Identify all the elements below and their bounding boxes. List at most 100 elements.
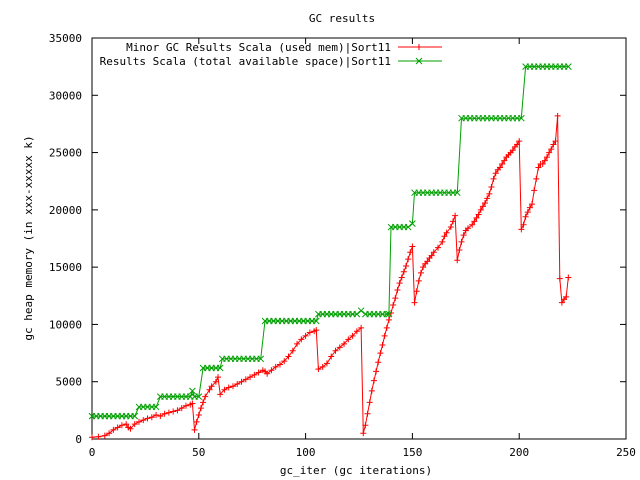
x-tick-label: 200 (509, 446, 529, 459)
data-point (424, 258, 431, 265)
x-tick-label: 250 (616, 446, 636, 459)
data-point (375, 359, 382, 366)
data-point (313, 327, 320, 334)
y-tick-label: 0 (75, 433, 82, 446)
data-point (364, 410, 371, 417)
data-point (257, 355, 265, 363)
data-point (558, 299, 565, 306)
data-point (289, 347, 296, 354)
data-point (189, 387, 196, 395)
data-point (400, 268, 407, 275)
data-point (488, 183, 495, 190)
data-point (341, 340, 348, 347)
y-axis-ticks: 0 5000 10000 15000 20000 25000 30000 35000 (49, 32, 626, 446)
data-point (285, 353, 292, 360)
series-group (88, 63, 572, 420)
data-point (405, 256, 412, 263)
data-point (404, 223, 412, 231)
series-group (89, 112, 572, 441)
chart-title: GC results (309, 12, 375, 25)
data-point (89, 434, 95, 441)
data-point (477, 206, 484, 213)
data-point (202, 393, 209, 400)
data-point (157, 413, 164, 420)
series-layer (88, 63, 572, 441)
data-point (517, 114, 525, 122)
data-point (170, 408, 177, 415)
data-point (475, 211, 482, 218)
data-point (144, 415, 151, 422)
data-point (564, 63, 572, 70)
data-point (447, 224, 454, 231)
data-point (417, 269, 424, 276)
data-point (360, 430, 367, 437)
data-point (449, 218, 456, 225)
data-point (543, 154, 550, 161)
data-point (212, 378, 219, 385)
data-point (358, 324, 365, 331)
data-point (381, 332, 388, 339)
data-point (195, 393, 203, 400)
data-point (114, 424, 121, 431)
y-tick-label: 5000 (56, 376, 83, 389)
data-point (396, 280, 403, 287)
data-point (460, 232, 467, 239)
data-point (529, 201, 536, 208)
data-point (390, 301, 397, 308)
data-point (509, 147, 516, 154)
data-point (251, 371, 258, 378)
data-point (131, 421, 138, 428)
data-point (383, 324, 390, 331)
data-point (153, 411, 160, 418)
data-point (272, 363, 279, 370)
data-point (182, 402, 189, 409)
data-point (452, 212, 459, 219)
data-point (208, 383, 215, 390)
data-point (193, 418, 200, 425)
data-point (550, 141, 557, 148)
data-point (229, 383, 236, 390)
data-point (195, 411, 202, 418)
data-point (385, 310, 393, 318)
legend: Minor GC Results Scala (used mem)|Sort11… (100, 41, 442, 68)
data-point (242, 376, 249, 383)
data-point (131, 412, 139, 420)
data-point (161, 410, 168, 417)
data-point (441, 233, 448, 240)
data-point (464, 225, 471, 232)
data-point (471, 218, 478, 225)
data-point (127, 425, 134, 432)
legend-label-total-space: Results Scala (total available space)|So… (100, 55, 391, 68)
data-point (490, 175, 497, 182)
data-point (281, 358, 288, 365)
data-point (435, 244, 442, 251)
data-point (420, 264, 427, 271)
data-point (379, 342, 386, 349)
data-point (200, 399, 207, 406)
x-axis-label: gc_iter (gc iterations) (280, 464, 432, 477)
data-point (302, 332, 309, 339)
data-point (377, 350, 384, 357)
data-point (535, 164, 542, 171)
data-point (533, 175, 540, 182)
data-point (118, 422, 125, 429)
data-point (247, 374, 254, 381)
data-point (454, 257, 461, 264)
data-point (398, 274, 405, 281)
data-point (479, 203, 486, 210)
data-point (385, 316, 392, 323)
data-point (409, 220, 416, 227)
data-point (482, 199, 489, 206)
data-point (484, 195, 491, 202)
data-point (430, 249, 437, 256)
y-tick-label: 25000 (49, 147, 82, 160)
data-point (524, 209, 531, 216)
data-point (496, 164, 503, 171)
data-point (123, 421, 130, 428)
data-point (383, 310, 391, 318)
data-point (428, 252, 435, 259)
data-point (563, 293, 570, 300)
data-point (306, 329, 313, 336)
y-tick-label: 10000 (49, 318, 82, 331)
data-point (319, 363, 326, 370)
